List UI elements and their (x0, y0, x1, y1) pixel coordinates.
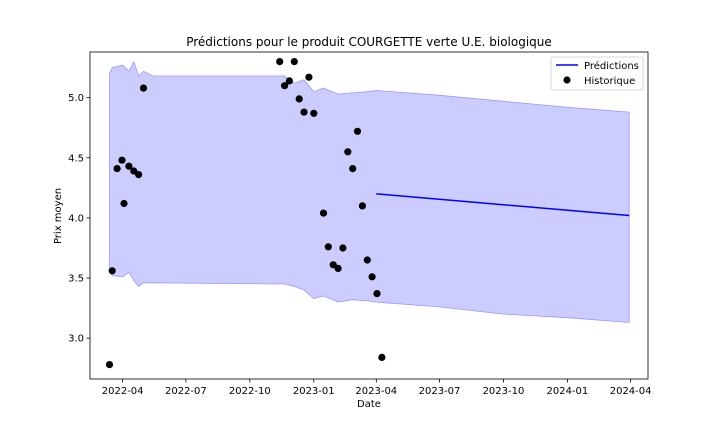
legend-label-historique: Historique (584, 76, 635, 87)
point-layer (105, 58, 386, 369)
y-tick-label: 4.0 (68, 213, 84, 224)
y-tick-label: 5.0 (68, 93, 84, 104)
x-tick-label: 2022-10 (229, 386, 271, 397)
historique-point (290, 58, 298, 66)
historique-point (353, 127, 362, 135)
x-tick-label: 2023-10 (483, 386, 525, 397)
prediction-band (109, 60, 630, 323)
line-layer (376, 193, 630, 217)
historique-point (324, 243, 332, 251)
historique-point (319, 209, 328, 217)
historique-point (373, 290, 381, 298)
x-tick-label: 2023-01 (293, 386, 335, 397)
y-tick-label: 4.5 (68, 153, 84, 164)
historique-point (276, 58, 284, 66)
y-axis-ticks: 3.0 3.5 4.0 4.5 5.0 (68, 93, 90, 345)
historique-point (105, 361, 114, 369)
x-tick-label: 2024-04 (610, 386, 652, 397)
x-tick-label: 2022-07 (165, 386, 207, 397)
historique-point (295, 95, 303, 103)
historique-point (339, 244, 347, 252)
legend-label-predictions: Prédictions (584, 60, 639, 72)
historique-point (113, 165, 121, 173)
historique-point (378, 353, 386, 361)
x-axis-label: Date (357, 399, 381, 410)
x-tick-label: 2023-04 (355, 386, 397, 397)
y-axis-label: Prix moyen (53, 188, 64, 244)
historique-point (120, 199, 128, 208)
historique-point (108, 267, 116, 275)
historique-point (135, 171, 143, 179)
band-layer (109, 60, 630, 323)
historique-point (118, 156, 126, 164)
historique-point (310, 109, 318, 117)
plot-frame (89, 51, 649, 380)
historique-point (344, 148, 352, 156)
y-tick-label: 3.0 (68, 334, 84, 345)
historique-point (349, 165, 357, 173)
historique-point (285, 77, 293, 85)
legend-swatch-historique (563, 76, 571, 84)
x-axis-ticks: 2022-04 2022-07 2022-10 2023-01 2023-04 2023-… (102, 379, 652, 397)
historique-point (305, 73, 313, 81)
historique-point (358, 202, 366, 210)
prediction-line (376, 193, 630, 217)
historique-point (368, 273, 376, 281)
historique-point (139, 84, 148, 92)
x-tick-label: 2023-07 (419, 386, 461, 397)
historique-point (363, 256, 371, 264)
historique-point (334, 264, 342, 272)
historique-point (125, 162, 133, 170)
y-tick-label: 3.5 (68, 274, 84, 285)
chart-title: Prédictions pour le produit COURGETTE ve… (186, 35, 552, 49)
x-tick-label: 2022-04 (102, 386, 144, 397)
historique-point (281, 82, 289, 90)
historique-point (300, 108, 308, 116)
x-tick-label: 2024-01 (546, 386, 588, 397)
legend: Prédictions Historique (550, 56, 644, 91)
